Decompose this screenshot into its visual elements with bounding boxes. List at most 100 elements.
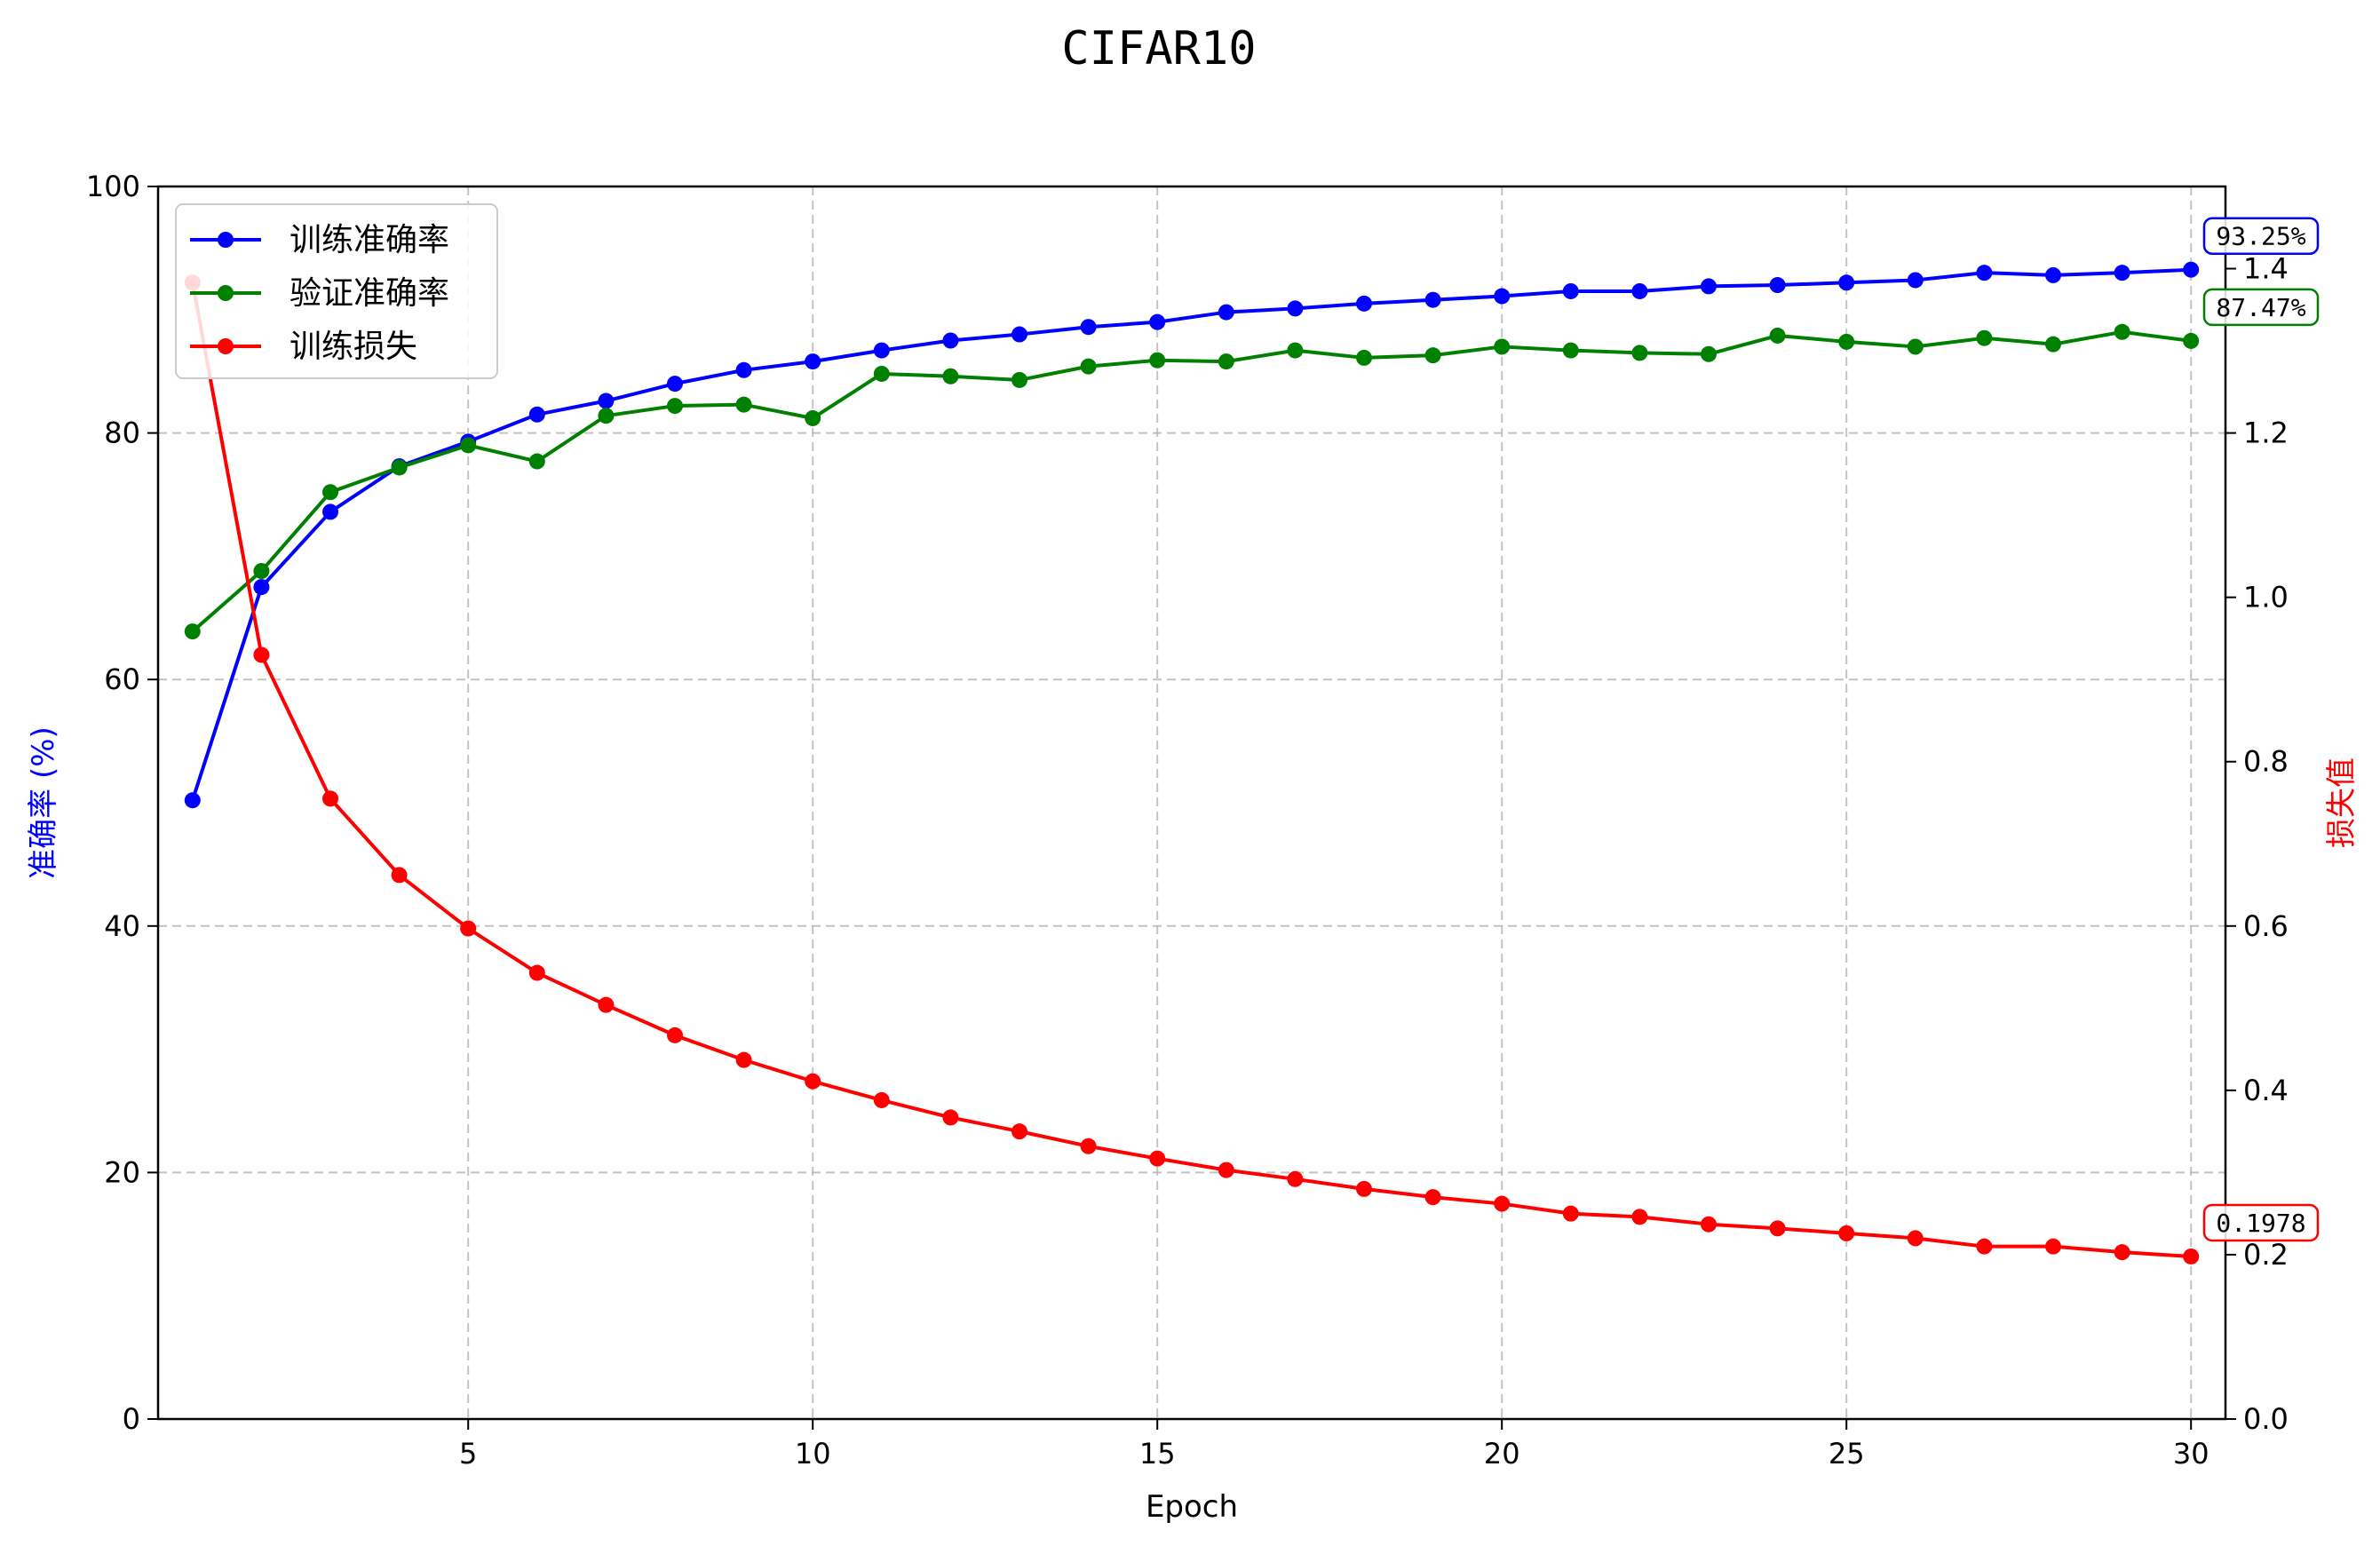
annotation-box [2202, 288, 2320, 327]
data-point [2183, 1248, 2200, 1265]
data-point [1631, 345, 1648, 361]
data-point [184, 792, 201, 809]
data-point [253, 563, 270, 580]
data-point [598, 996, 615, 1013]
y-right-tick-label: 0.8 [2243, 745, 2289, 779]
y-right-tick-label: 0.6 [2243, 909, 2289, 943]
data-point [2045, 266, 2061, 283]
chart-title: CIFAR10 [1061, 22, 1256, 75]
annotation-label: 0.1978 [2216, 1209, 2305, 1238]
data-point [1562, 282, 1579, 299]
x-tick-label: 10 [795, 1437, 831, 1471]
data-point [1769, 277, 1786, 294]
data-point [667, 1027, 683, 1043]
data-point [667, 376, 683, 392]
annotation-box [2202, 217, 2320, 255]
data-point [598, 392, 615, 409]
data-point [253, 579, 270, 596]
data-point [1769, 1220, 1786, 1237]
series-line-2 [191, 329, 2192, 633]
data-point [2183, 332, 2200, 349]
data-point [735, 1051, 752, 1068]
data-point [873, 1091, 890, 1108]
data-point [1149, 352, 1166, 369]
annotations: 93.25% 87.47% 0.1978 [2202, 217, 2320, 1242]
y-right-tick-label: 0.2 [2243, 1238, 2289, 1272]
data-point [1080, 319, 1097, 336]
x-tick-label: 15 [1139, 1437, 1176, 1471]
annotation-box [2202, 1203, 2320, 1242]
data-point [1631, 282, 1648, 299]
legend-marker [218, 338, 234, 354]
legend-marker [218, 285, 234, 301]
data-point [1562, 342, 1579, 359]
y-left-tick-label: 60 [104, 662, 140, 696]
series-layer [184, 261, 2200, 1265]
legend-label: 验证准确率 [290, 275, 449, 312]
data-point [1287, 300, 1304, 317]
data-point [1976, 329, 1993, 346]
data-point [1769, 327, 1786, 344]
data-point [1287, 342, 1304, 359]
data-point [1356, 295, 1372, 312]
y-right-tick-label: 1.2 [2243, 416, 2289, 450]
data-point [805, 409, 821, 426]
data-point [1838, 333, 1855, 350]
data-point [1907, 1230, 1924, 1247]
y-left-tick-label: 20 [104, 1155, 140, 1189]
data-point [322, 790, 338, 807]
data-point [1494, 288, 1511, 305]
data-point [391, 867, 408, 884]
x-tick-label: 25 [1829, 1437, 1865, 1471]
axes: 5 10 15 20 25 30 0 20 40 60 80 100 0.0 0.2 0.4 0.6 0.8 1.… [86, 170, 2289, 1471]
y-left-tick-label: 80 [104, 416, 140, 450]
data-point [1907, 272, 1924, 289]
data-point [735, 361, 752, 378]
data-point [942, 368, 959, 385]
data-point [598, 408, 615, 424]
data-point [942, 332, 959, 349]
data-point [1218, 353, 1234, 370]
data-point [1149, 313, 1166, 330]
data-point [2183, 261, 2200, 278]
data-point [2045, 336, 2061, 353]
data-point [322, 503, 338, 520]
data-point [805, 1073, 821, 1090]
data-point [1424, 347, 1441, 364]
series-line-3 [190, 281, 2192, 1258]
plot-frame [156, 185, 2227, 1421]
data-point [942, 1109, 959, 1126]
data-point [2114, 1244, 2130, 1261]
x-tick-label: 5 [459, 1437, 477, 1471]
data-point [1701, 278, 1717, 295]
data-point [2045, 1238, 2061, 1255]
data-point [735, 396, 752, 413]
annotation-label: 93.25% [2216, 222, 2305, 251]
series-line-1 [190, 267, 2192, 801]
data-point [1701, 1216, 1717, 1233]
data-point [1424, 291, 1441, 308]
data-point [1356, 1180, 1372, 1197]
y-axis-label-left: 准确率 (%) [26, 726, 61, 879]
y-left-tick-label: 0 [123, 1402, 140, 1436]
data-point [1838, 1225, 1855, 1241]
data-point [1424, 1189, 1441, 1206]
data-point [1701, 345, 1717, 362]
data-point [1012, 1123, 1027, 1140]
legend-frame [175, 203, 498, 379]
data-point [460, 437, 477, 454]
data-point [1976, 265, 1993, 281]
data-point [1218, 1161, 1234, 1178]
x-axis-label: Epoch [1146, 1489, 1238, 1525]
data-point [528, 406, 545, 423]
y-right-tick-label: 0.4 [2243, 1074, 2289, 1107]
y-axis-label-right: 损失值 [2324, 757, 2360, 848]
data-point [873, 365, 890, 382]
x-tick-label: 30 [2173, 1437, 2209, 1471]
data-point [1631, 1209, 1648, 1225]
data-point [1907, 338, 1924, 355]
data-point [253, 646, 270, 663]
data-point [1012, 371, 1027, 388]
